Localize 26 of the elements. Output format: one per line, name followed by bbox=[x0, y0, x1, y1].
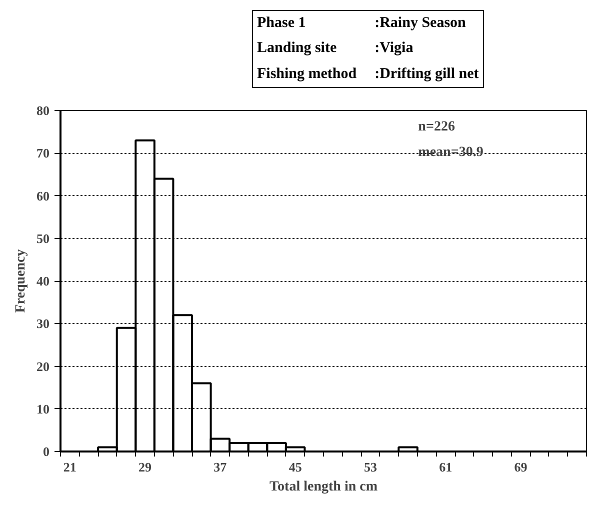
text: :Rainy Season bbox=[374, 14, 467, 33]
text: Phase 1 bbox=[256, 14, 307, 33]
text: Landing site bbox=[256, 39, 338, 58]
text: Fishing method bbox=[256, 64, 358, 84]
x-tick-label: 53 bbox=[364, 460, 378, 474]
y-tick-label: 0 bbox=[43, 444, 50, 459]
annotation: n=226 bbox=[418, 119, 455, 134]
x-tick-label: 21 bbox=[63, 460, 76, 474]
y-tick-label: 70 bbox=[36, 146, 50, 161]
x-tick-label: 45 bbox=[288, 460, 302, 474]
y-axis-title: Frequency bbox=[14, 249, 28, 313]
y-tick-label: 80 bbox=[36, 103, 50, 118]
text: :Vigia bbox=[374, 39, 414, 58]
y-tick-label: 50 bbox=[36, 230, 50, 246]
y-tick-label: 40 bbox=[36, 274, 50, 288]
annotation: mean=30.9 bbox=[418, 144, 484, 160]
y-tick-label: 60 bbox=[36, 188, 50, 204]
x-tick-label: 61 bbox=[439, 460, 452, 474]
x-tick-label: 69 bbox=[514, 460, 528, 474]
y-tick-label: 20 bbox=[36, 358, 50, 374]
x-tick-label: 37 bbox=[214, 460, 228, 474]
x-axis-title: Total length in cm bbox=[270, 480, 378, 494]
text: :Drifting gill net bbox=[374, 64, 480, 84]
y-tick-label: 30 bbox=[36, 316, 50, 332]
y-tick-label: 10 bbox=[36, 401, 50, 416]
x-tick-label: 29 bbox=[138, 460, 152, 474]
